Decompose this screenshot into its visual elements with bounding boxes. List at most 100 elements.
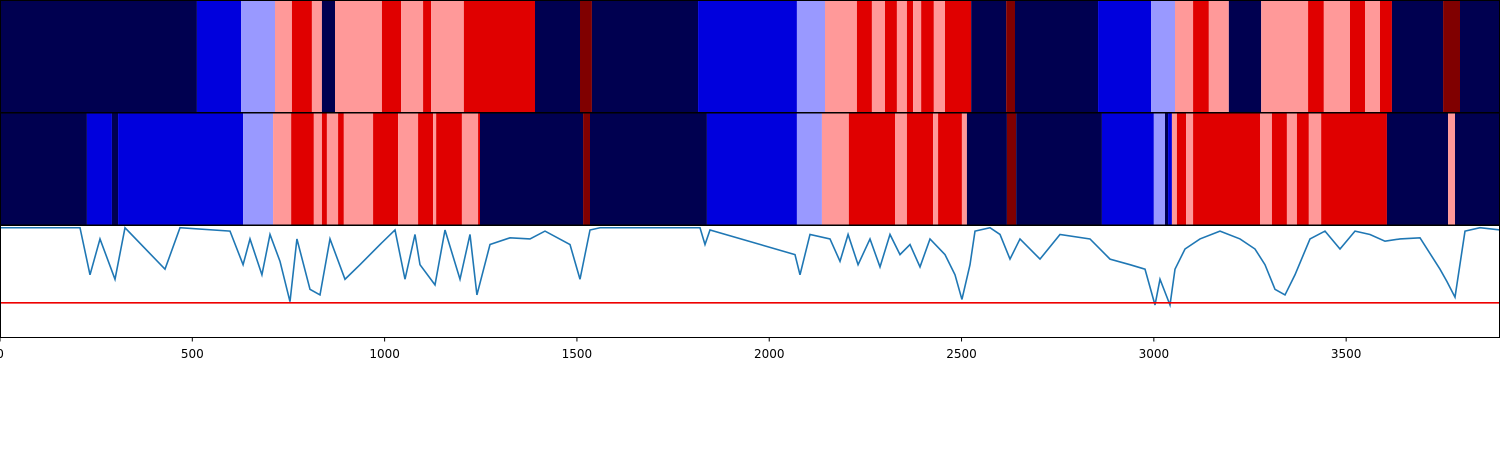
segment	[796, 113, 822, 225]
segment	[825, 0, 857, 113]
segment	[1271, 113, 1287, 225]
x-tick-label: 3000	[1139, 347, 1170, 361]
segment	[591, 0, 699, 113]
segment	[1286, 113, 1297, 225]
segment	[945, 0, 972, 113]
segment	[461, 113, 479, 225]
segment	[401, 0, 424, 113]
segment	[321, 0, 335, 113]
segment	[885, 0, 897, 113]
segment	[1323, 0, 1350, 113]
segment	[1386, 113, 1449, 225]
segment	[423, 0, 432, 113]
segment	[0, 0, 197, 113]
segment	[966, 113, 1007, 225]
segment	[1168, 113, 1172, 225]
segment	[480, 113, 584, 225]
segment	[1321, 113, 1387, 225]
segment	[86, 113, 112, 225]
segment	[971, 0, 1007, 113]
segment	[1448, 113, 1455, 225]
segment	[273, 113, 292, 225]
segment	[1260, 113, 1272, 225]
segment	[1151, 0, 1175, 113]
segment	[291, 0, 312, 113]
line	[0, 226, 1500, 309]
segment	[1015, 0, 1099, 113]
segment	[1176, 113, 1187, 225]
segment	[821, 113, 849, 225]
segment	[1175, 0, 1194, 113]
segment	[398, 113, 419, 225]
segment	[583, 113, 590, 225]
x-tick-label: 500	[181, 347, 204, 361]
segment	[1455, 113, 1500, 225]
segment	[381, 0, 402, 113]
segment	[698, 0, 797, 113]
segment	[961, 113, 967, 225]
segment	[580, 0, 592, 113]
segment	[1296, 113, 1309, 225]
segment	[856, 0, 872, 113]
segment	[243, 113, 274, 225]
segment	[1365, 0, 1380, 113]
segment	[1193, 0, 1209, 113]
segment	[241, 0, 275, 113]
segment	[1153, 113, 1165, 225]
segment	[1460, 0, 1500, 113]
segment	[326, 113, 339, 225]
segment	[1391, 0, 1444, 113]
segment	[1350, 0, 1365, 113]
segment	[373, 113, 399, 225]
segment	[1228, 0, 1262, 113]
segment	[796, 0, 825, 113]
segment	[1098, 0, 1152, 113]
segment	[436, 113, 462, 225]
segment	[1165, 113, 1169, 225]
x-tick-label: 2500	[946, 347, 977, 361]
segment	[343, 113, 374, 225]
segment	[1006, 0, 1015, 113]
x-tick-label: 1000	[369, 347, 400, 361]
segment	[1261, 0, 1309, 113]
segment	[871, 0, 885, 113]
segment	[1006, 113, 1017, 225]
segment	[321, 113, 327, 225]
x-tick-label: 3500	[1331, 347, 1362, 361]
segment	[335, 0, 382, 113]
segment	[1308, 113, 1322, 225]
segment	[590, 113, 707, 225]
segment	[1186, 113, 1194, 225]
segment	[1171, 113, 1177, 225]
segment	[1308, 0, 1324, 113]
segment	[433, 113, 437, 225]
segment	[535, 0, 580, 113]
segment	[275, 0, 292, 113]
segment	[313, 113, 322, 225]
segment	[933, 113, 939, 225]
segment	[463, 0, 535, 113]
segment	[906, 0, 914, 113]
segment	[1443, 0, 1460, 113]
x-tick-label: 1500	[562, 347, 593, 361]
segment	[311, 0, 322, 113]
segment	[921, 0, 934, 113]
segment	[431, 0, 464, 113]
segment	[1101, 113, 1154, 225]
segment	[938, 113, 962, 225]
segment	[933, 0, 945, 113]
x-tick-label: 2000	[754, 347, 785, 361]
segment	[896, 0, 907, 113]
segment	[706, 113, 797, 225]
segment	[895, 113, 907, 225]
segment	[913, 0, 922, 113]
segment	[1016, 113, 1102, 225]
segment	[291, 113, 314, 225]
segment	[118, 113, 244, 225]
segment	[478, 113, 480, 225]
segment	[196, 0, 242, 113]
segment	[418, 113, 434, 225]
segment	[848, 113, 895, 225]
segment	[1208, 0, 1229, 113]
